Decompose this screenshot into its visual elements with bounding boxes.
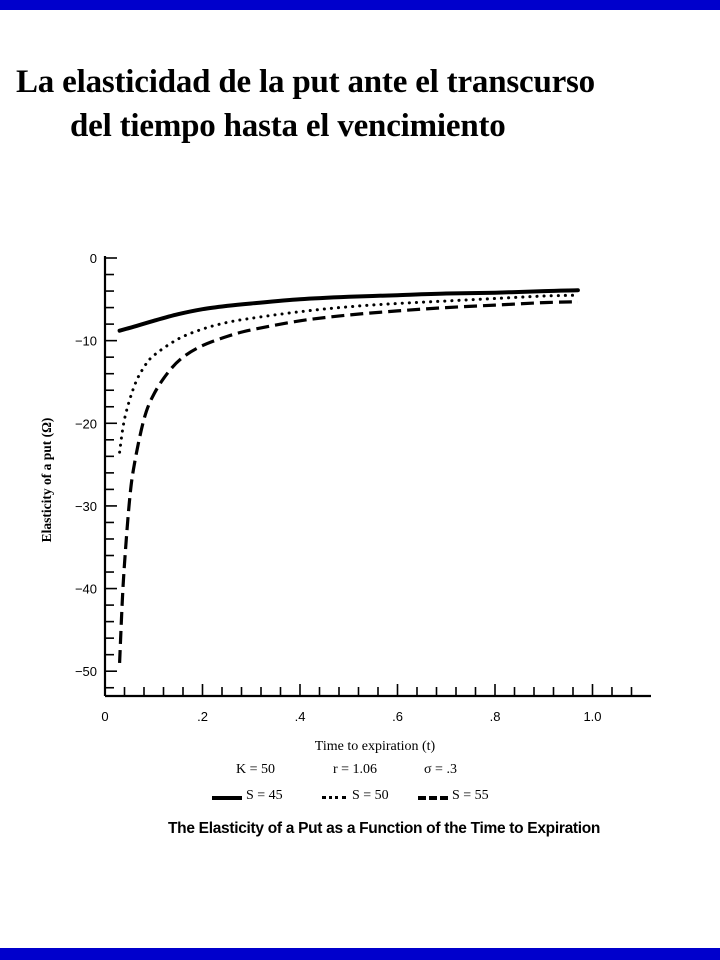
legend-swatch-dashed — [418, 796, 448, 800]
param-k: K = 50 — [236, 762, 276, 777]
x-axis-label: Time to expiration (t) — [315, 739, 436, 754]
legend-label: S = 45 — [246, 788, 283, 803]
param-sigma: σ = .3 — [424, 762, 457, 777]
series-line-dotted — [118, 293, 580, 454]
slide-title: La elasticidad de la put ante el transcu… — [16, 60, 706, 148]
x-tick-label: .2 — [197, 709, 208, 724]
y-tick-label: −20 — [75, 416, 97, 431]
x-tick-label: 1.0 — [583, 709, 601, 724]
y-tick-label: −30 — [75, 499, 97, 514]
x-tick-label: .6 — [392, 709, 403, 724]
y-axis-label: Elasticity of a put (Ω) — [39, 418, 54, 543]
series-line-dashed — [118, 300, 578, 663]
legend-swatch-solid — [212, 796, 242, 800]
y-tick-label: −50 — [75, 664, 97, 679]
chart-axes: 0 −10 −20 −30 −40 −50 0 .2 .4 .6 .8 1.0 — [75, 251, 651, 724]
top-border — [0, 0, 720, 10]
x-tick-label: 0 — [101, 709, 108, 724]
chart-series — [117, 288, 580, 663]
title-line-2: del tiempo hasta el vencimiento — [70, 108, 506, 144]
y-tick-label: −10 — [75, 334, 97, 349]
param-r: r = 1.06 — [333, 762, 378, 777]
series-line-solid — [117, 288, 580, 333]
figure-caption: The Elasticity of a Put as a Function of… — [168, 820, 601, 837]
y-tick-label: −40 — [75, 582, 97, 597]
x-tick-label: .8 — [490, 709, 501, 724]
chart-parameters: K = 50 r = 1.06 σ = .3 S = 45 S = 50 S =… — [0, 760, 720, 820]
legend-swatch-dotted — [322, 796, 346, 799]
legend-label: S = 55 — [452, 788, 489, 803]
x-tick-label: .4 — [295, 709, 306, 724]
elasticity-chart: 0 −10 −20 −30 −40 −50 0 .2 .4 .6 .8 1.0 Elasticity … — [39, 251, 651, 754]
bottom-border — [0, 948, 720, 960]
y-tick-label: 0 — [90, 251, 97, 266]
legend-label: S = 50 — [352, 788, 389, 803]
title-line-1: La elasticidad de la put ante el transcu… — [16, 64, 595, 100]
